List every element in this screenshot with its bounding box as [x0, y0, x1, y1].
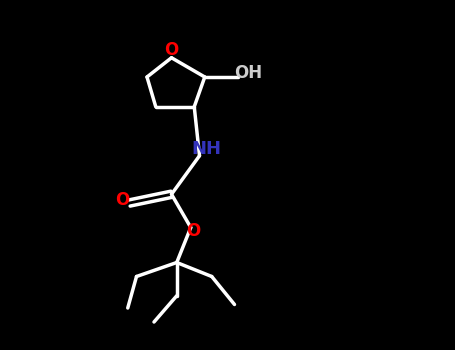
Text: OH: OH — [234, 64, 263, 83]
Text: O: O — [187, 222, 201, 240]
Text: O: O — [164, 41, 179, 59]
Text: O: O — [115, 191, 129, 209]
Text: NH: NH — [192, 140, 222, 159]
